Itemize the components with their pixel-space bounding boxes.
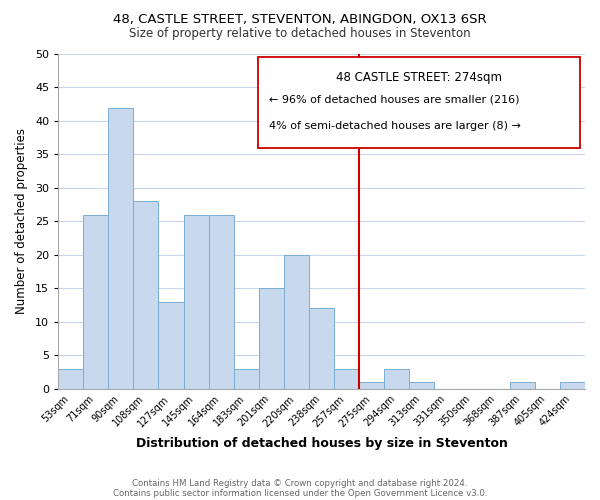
Bar bbox=[510, 382, 535, 389]
Text: Contains public sector information licensed under the Open Government Licence v3: Contains public sector information licen… bbox=[113, 488, 487, 498]
Bar bbox=[309, 308, 334, 389]
Text: Size of property relative to detached houses in Steventon: Size of property relative to detached ho… bbox=[129, 28, 471, 40]
Bar bbox=[259, 288, 284, 389]
Bar bbox=[334, 368, 359, 389]
Bar bbox=[209, 214, 234, 389]
X-axis label: Distribution of detached houses by size in Steventon: Distribution of detached houses by size … bbox=[136, 437, 508, 450]
Bar bbox=[158, 302, 184, 389]
Y-axis label: Number of detached properties: Number of detached properties bbox=[15, 128, 28, 314]
Bar bbox=[58, 368, 83, 389]
Bar bbox=[409, 382, 434, 389]
FancyBboxPatch shape bbox=[259, 58, 580, 148]
Bar bbox=[384, 368, 409, 389]
Text: 48 CASTLE STREET: 274sqm: 48 CASTLE STREET: 274sqm bbox=[336, 70, 502, 84]
Bar bbox=[560, 382, 585, 389]
Bar bbox=[133, 202, 158, 389]
Bar bbox=[284, 255, 309, 389]
Bar bbox=[234, 368, 259, 389]
Text: ← 96% of detached houses are smaller (216): ← 96% of detached houses are smaller (21… bbox=[269, 94, 520, 104]
Text: 4% of semi-detached houses are larger (8) →: 4% of semi-detached houses are larger (8… bbox=[269, 121, 521, 131]
Bar bbox=[359, 382, 384, 389]
Bar bbox=[108, 108, 133, 389]
Bar bbox=[83, 214, 108, 389]
Text: 48, CASTLE STREET, STEVENTON, ABINGDON, OX13 6SR: 48, CASTLE STREET, STEVENTON, ABINGDON, … bbox=[113, 12, 487, 26]
Text: Contains HM Land Registry data © Crown copyright and database right 2024.: Contains HM Land Registry data © Crown c… bbox=[132, 478, 468, 488]
Bar bbox=[184, 214, 209, 389]
